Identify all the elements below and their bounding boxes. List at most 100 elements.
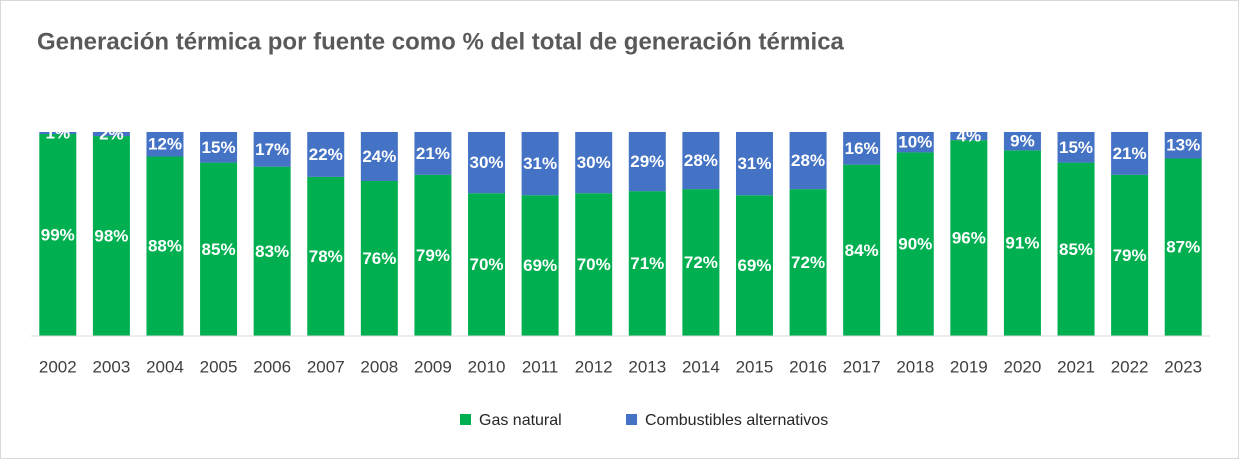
data-label: 85%: [1059, 240, 1093, 259]
data-label: 87%: [1166, 238, 1200, 257]
data-label: 90%: [898, 235, 932, 254]
x-tick-label: 2017: [843, 357, 881, 376]
x-tick-label: 2009: [414, 357, 452, 376]
bar-segment: [950, 132, 988, 141]
legend-label: Gas natural: [479, 412, 562, 429]
bar-segment: [896, 152, 934, 336]
data-label: 70%: [470, 255, 504, 274]
data-label: 28%: [791, 151, 825, 170]
data-label: 21%: [416, 144, 450, 163]
bar-segment: [735, 195, 773, 336]
bar-segment: [735, 132, 773, 196]
data-label: 12%: [148, 135, 182, 154]
chart-title: Generación térmica por fuente como % del…: [37, 28, 845, 55]
bar-segment: [468, 132, 506, 194]
x-tick-label: 2006: [253, 357, 291, 376]
data-label: 4%: [957, 127, 982, 146]
x-tick-label: 2019: [950, 357, 988, 376]
data-label: 85%: [202, 240, 236, 259]
bar-segment: [253, 166, 291, 336]
bar-segment: [1003, 132, 1041, 151]
bar-segment: [39, 134, 77, 336]
bar-segment: [468, 193, 506, 336]
x-tick-label: 2008: [360, 357, 398, 376]
x-tick-label: 2003: [92, 357, 130, 376]
bar-segment: [92, 132, 130, 137]
data-label: 72%: [684, 253, 718, 272]
bar-segment: [521, 132, 559, 196]
x-tick-label: 2014: [682, 357, 720, 376]
data-label: 98%: [94, 227, 128, 246]
bar-segment: [789, 189, 827, 336]
bar-segment: [1164, 158, 1202, 336]
data-label: 70%: [577, 255, 611, 274]
data-label: 15%: [202, 138, 236, 157]
data-label: 88%: [148, 237, 182, 256]
bar-segment: [1057, 162, 1095, 336]
data-label: 91%: [1005, 234, 1039, 253]
bar-segment: [1057, 132, 1095, 163]
bar-segment: [414, 132, 452, 175]
data-label: 71%: [630, 254, 664, 273]
bar-segment: [896, 132, 934, 153]
bar-segment: [200, 162, 238, 336]
bar-segment: [360, 132, 398, 181]
bar-segment: [1003, 150, 1041, 336]
bar-segment: [307, 176, 345, 336]
data-label: 96%: [952, 229, 986, 248]
x-tick-label: 2022: [1111, 357, 1149, 376]
x-tick-label: 2004: [146, 357, 184, 376]
x-tick-label: 2002: [39, 357, 77, 376]
bar-segment: [414, 174, 452, 336]
data-label: 9%: [1010, 132, 1035, 151]
bar-segment: [628, 191, 666, 336]
legend-swatch: [460, 414, 471, 425]
data-label: 69%: [737, 256, 771, 275]
bar-segment: [200, 132, 238, 163]
bar-segment: [950, 140, 988, 336]
x-tick-label: 2007: [307, 357, 345, 376]
data-label: 31%: [737, 154, 771, 173]
x-tick-label: 2021: [1057, 357, 1095, 376]
data-label: 72%: [791, 253, 825, 272]
legend-label: Combustibles alternativos: [645, 412, 828, 429]
data-label: 31%: [523, 154, 557, 173]
data-label: 24%: [362, 147, 396, 166]
x-tick-label: 2010: [468, 357, 506, 376]
data-label: 17%: [255, 140, 289, 159]
x-tick-label: 2012: [575, 357, 613, 376]
bar-segment: [1164, 132, 1202, 159]
bar-segment: [307, 132, 345, 177]
data-label: 76%: [362, 249, 396, 268]
legend-swatch: [626, 414, 637, 425]
bar-segment: [146, 156, 184, 336]
bar-segment: [521, 195, 559, 336]
bar-segment: [92, 136, 130, 336]
x-tick-label: 2018: [896, 357, 934, 376]
bar-segment: [682, 132, 720, 190]
bar-segment: [843, 164, 881, 336]
data-label: 79%: [416, 246, 450, 265]
data-label: 99%: [41, 226, 75, 245]
bar-segment: [1111, 174, 1149, 336]
data-label: 22%: [309, 145, 343, 164]
x-tick-label: 2011: [522, 357, 559, 376]
bar-segment: [575, 193, 613, 336]
x-tick-label: 2023: [1164, 357, 1202, 376]
x-tick-label: 2016: [789, 357, 827, 376]
data-label: 29%: [630, 152, 664, 171]
bar-segment: [843, 132, 881, 165]
data-label: 2%: [99, 125, 124, 144]
data-label: 69%: [523, 256, 557, 275]
bar-segment: [682, 189, 720, 336]
data-label: 78%: [309, 247, 343, 266]
bar-segment: [146, 132, 184, 157]
x-tick-label: 2015: [736, 357, 774, 376]
bar-segment: [253, 132, 291, 167]
bar-segment: [1111, 132, 1149, 175]
bar-segment: [39, 132, 77, 135]
data-label: 79%: [1113, 246, 1147, 265]
data-label: 30%: [470, 153, 504, 172]
